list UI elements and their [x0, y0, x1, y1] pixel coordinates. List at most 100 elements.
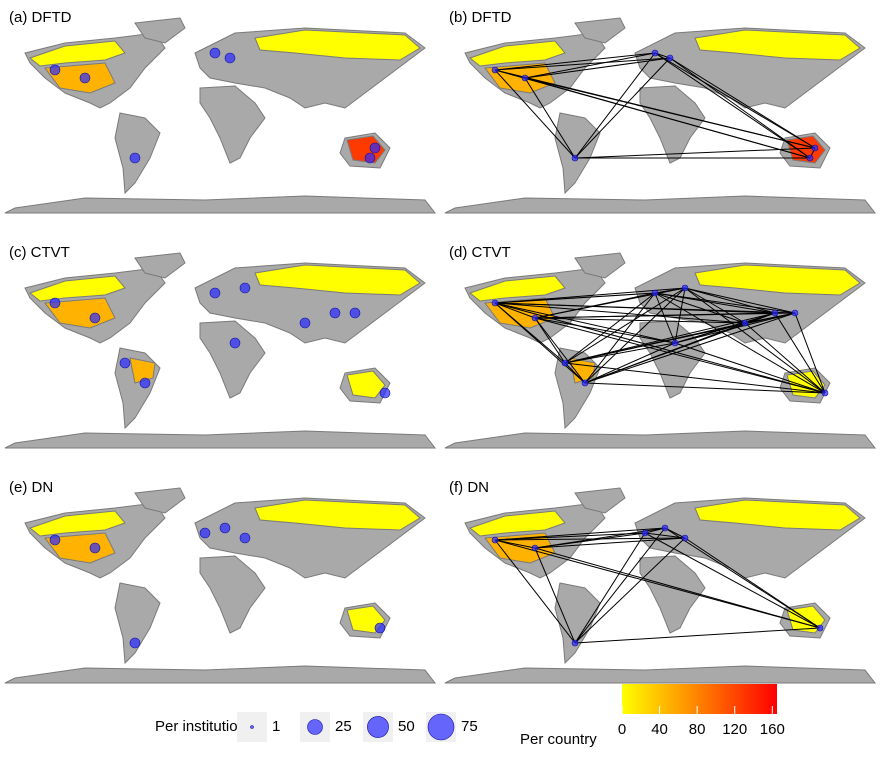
institution-dot — [741, 319, 749, 327]
network-edge — [669, 57, 811, 159]
map-panel: (c) CTVT — [4, 244, 436, 449]
size-legend-circle — [367, 716, 389, 738]
network-edge — [494, 69, 576, 159]
institution-dot — [821, 389, 829, 397]
network-edge — [494, 52, 656, 71]
network-edge — [534, 537, 686, 549]
institution-dot — [219, 522, 231, 534]
network-edge — [674, 342, 826, 394]
network-edge — [794, 312, 826, 394]
color-legend-title: Per country — [520, 731, 597, 748]
network-edge — [654, 52, 811, 159]
institution-dot — [49, 297, 61, 309]
network-edge — [584, 382, 826, 394]
network-edge — [534, 317, 746, 324]
network-edge — [584, 287, 686, 384]
world-map — [444, 487, 876, 684]
institution-dot — [139, 377, 151, 389]
institution-dot — [491, 536, 499, 544]
size-legend-label: 50 — [398, 718, 415, 735]
size-legend-label: 75 — [461, 718, 478, 735]
network-edge — [534, 317, 676, 344]
panel-label: (e) DN — [9, 479, 53, 496]
network-edge — [654, 292, 826, 394]
world-map — [4, 487, 436, 684]
color-tick-label: 0 — [618, 721, 626, 738]
institution-dot — [521, 74, 529, 82]
network-edge — [494, 302, 586, 384]
network-edge — [534, 317, 566, 364]
institution-dot — [349, 307, 361, 319]
size-legend-circle — [250, 725, 254, 729]
network-edge — [654, 292, 746, 324]
network-edge — [684, 287, 746, 324]
institution-dot — [119, 357, 131, 369]
panel-label: (f) DN — [449, 479, 489, 496]
network-edge — [534, 312, 796, 319]
network-edge — [644, 527, 666, 534]
network-edge — [574, 527, 666, 644]
map-panel: (b) DFTD — [444, 9, 876, 214]
network-edge — [494, 527, 666, 541]
network-edge — [674, 312, 776, 344]
institution-dot — [224, 52, 236, 64]
network-edge — [584, 292, 656, 384]
panel-label: (b) DFTD — [449, 9, 512, 26]
network-edge — [574, 537, 686, 644]
network-edge — [564, 362, 586, 384]
institution-dot — [531, 314, 539, 322]
world-map — [4, 17, 436, 214]
network-edge — [524, 77, 816, 149]
size-legend-circle — [307, 719, 323, 735]
institution-dot — [379, 387, 391, 399]
network-edge — [494, 532, 646, 541]
network-edge — [584, 342, 676, 384]
country-fill — [786, 135, 826, 164]
institution-dot — [811, 144, 819, 152]
institution-dot — [129, 152, 141, 164]
institution-dot — [209, 47, 221, 59]
institution-dot — [369, 142, 381, 154]
network-edge — [534, 287, 686, 319]
map-panel: (e) DN — [4, 479, 436, 684]
institution-dot — [651, 49, 659, 57]
country-fill — [484, 62, 556, 94]
institution-dot — [681, 534, 689, 542]
network-edge — [524, 57, 671, 79]
network-edge — [654, 292, 676, 344]
network-edge — [524, 77, 576, 159]
country-fill — [129, 357, 156, 384]
institution-dot — [209, 287, 221, 299]
network-edge — [674, 312, 796, 344]
institution-dot — [571, 154, 579, 162]
network-edge — [564, 292, 656, 364]
institution-dot — [89, 542, 101, 554]
network-edge — [674, 287, 686, 344]
network-edge — [494, 539, 576, 644]
panel-label: (c) CTVT — [9, 244, 70, 261]
institution-dot — [561, 359, 569, 367]
institution-dot — [666, 54, 674, 62]
institution-dot — [229, 337, 241, 349]
network-edge — [494, 539, 821, 629]
network-edge — [654, 52, 816, 149]
network-edge — [534, 317, 826, 394]
institution-dot — [239, 282, 251, 294]
color-tick-label: 40 — [651, 721, 668, 738]
network-edge — [564, 342, 676, 364]
network-edge — [574, 147, 816, 159]
institution-dot — [641, 529, 649, 537]
institution-dot — [79, 72, 91, 84]
network-edge — [534, 547, 821, 629]
institution-dot — [199, 527, 211, 539]
network-edge — [494, 537, 686, 541]
network-edge — [574, 627, 821, 644]
institution-dot — [491, 299, 499, 307]
map-panel: (f) DN — [444, 479, 876, 684]
institution-dot — [671, 339, 679, 347]
network-edge — [669, 57, 816, 149]
world-map — [4, 252, 436, 449]
network-edge — [534, 317, 586, 384]
color-tick-label: 80 — [689, 721, 706, 738]
